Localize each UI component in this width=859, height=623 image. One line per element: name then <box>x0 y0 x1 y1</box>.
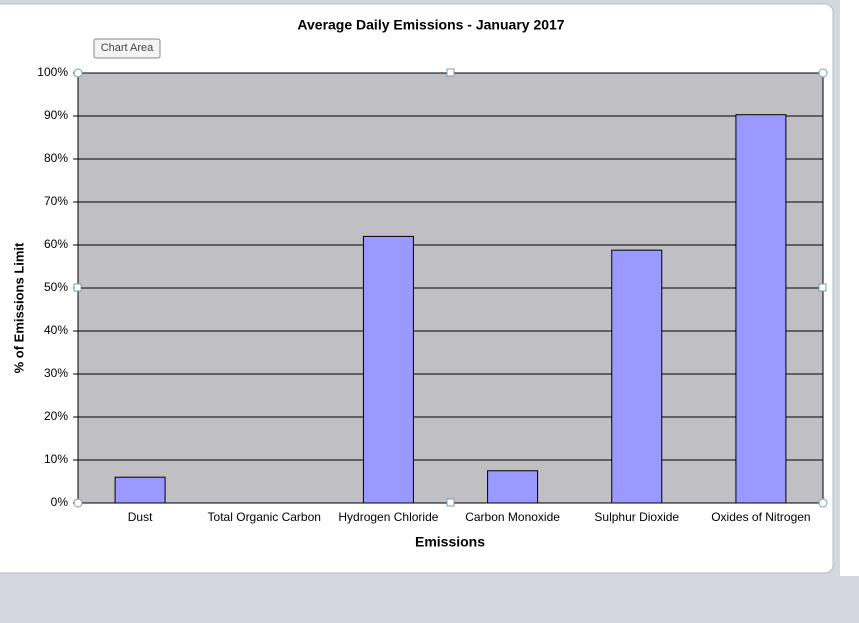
x-tick-label: Sulphur Dioxide <box>594 510 679 524</box>
selection-handles <box>73 68 828 508</box>
plot-layer: 0% 10% 20% 30% 40% 50% 60% 70% 80% 90% 100% Dust Tot… <box>37 65 823 524</box>
y-tick-label: 10% <box>44 452 68 466</box>
handle[interactable] <box>818 68 828 78</box>
y-tick-label: 50% <box>44 280 68 294</box>
tooltip: Chart Area <box>101 42 154 54</box>
handle[interactable] <box>73 68 83 78</box>
right-margin <box>840 0 859 576</box>
y-tick-label: 60% <box>44 237 68 251</box>
x-tick-label: Oxides of Nitrogen <box>711 510 810 524</box>
tooltip-box <box>93 38 161 59</box>
y-tick-label: 30% <box>44 366 68 380</box>
x-tick-label: Dust <box>128 510 153 524</box>
handle[interactable] <box>73 283 82 292</box>
handle[interactable] <box>818 498 828 508</box>
y-tick-label: 40% <box>44 323 68 337</box>
y-tick-label: 100% <box>37 65 68 79</box>
bar <box>362 235 414 504</box>
y-tick-label: 80% <box>44 151 68 165</box>
bar <box>735 114 787 504</box>
y-axis-label: % of Emissions Limit <box>11 242 26 373</box>
y-tick-label: 70% <box>44 194 68 208</box>
y-tick-label: 20% <box>44 409 68 423</box>
y-tick-label: 0% <box>51 495 69 509</box>
handle[interactable] <box>446 68 455 77</box>
chart-title: Average Daily Emissions - January 2017 <box>297 17 564 33</box>
handle[interactable] <box>446 498 455 507</box>
x-tick-label: Carbon Monoxide <box>465 510 560 524</box>
handle[interactable] <box>818 283 827 292</box>
handle[interactable] <box>73 498 83 508</box>
x-axis-label: Emissions <box>415 534 485 550</box>
bar <box>114 476 166 504</box>
bar <box>487 470 539 504</box>
x-tick-label: Total Organic Carbon <box>208 510 321 524</box>
y-tick-label: 90% <box>44 108 68 122</box>
bar <box>611 249 663 504</box>
x-tick-label: Hydrogen Chloride <box>338 510 438 524</box>
